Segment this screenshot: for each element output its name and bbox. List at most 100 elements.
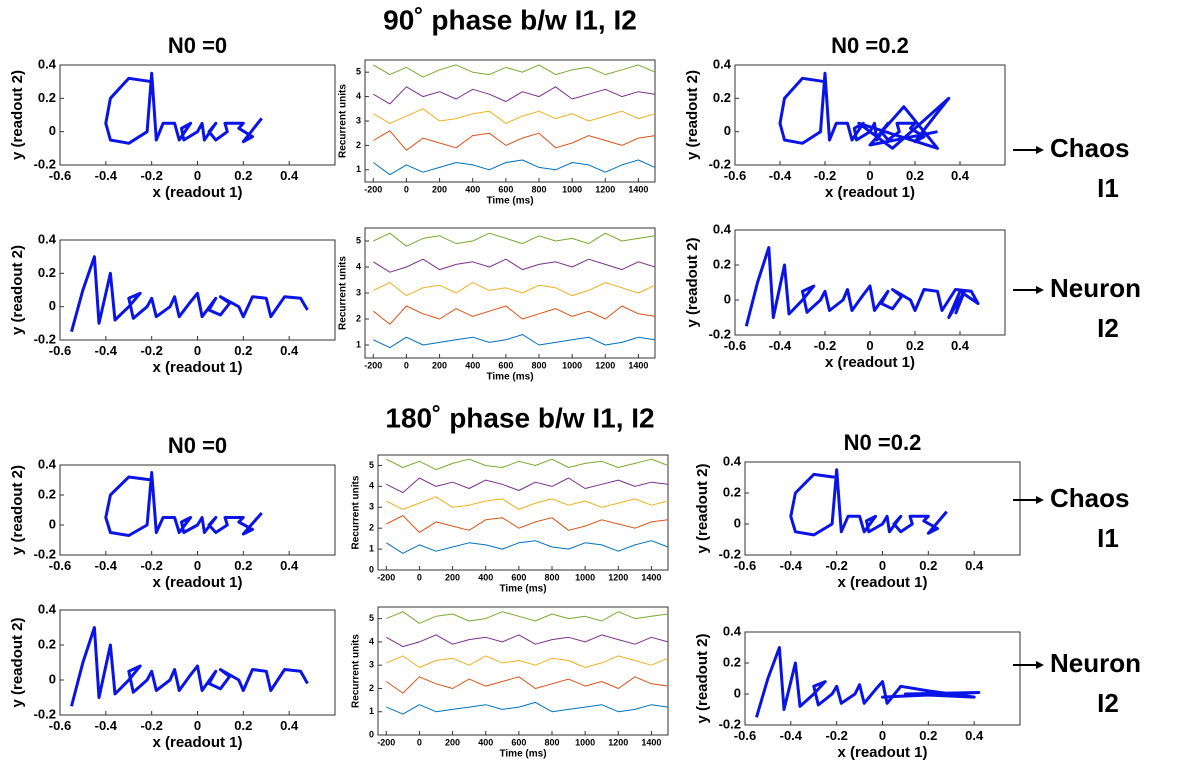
panel-title: N0 =0 bbox=[168, 33, 227, 58]
x-tick-label: 0.2 bbox=[234, 343, 252, 358]
x-tick-label: 1200 bbox=[608, 737, 628, 747]
data-line bbox=[386, 477, 669, 494]
y-tick-label: 0.2 bbox=[713, 256, 731, 271]
y-tick-label: 0.4 bbox=[38, 56, 57, 71]
x-tick-label: 0.2 bbox=[234, 718, 252, 733]
y-tick-label: 0 bbox=[724, 291, 731, 306]
x-tick-label: 1000 bbox=[575, 572, 595, 582]
x-tick-label: -0.4 bbox=[95, 343, 118, 358]
data-line bbox=[744, 246, 980, 327]
x-tick-label: 0.4 bbox=[280, 558, 299, 573]
y-tick-label: 1 bbox=[369, 543, 374, 553]
y-tick-label: 0 bbox=[724, 123, 731, 138]
y-tick-label: 3 bbox=[356, 115, 361, 125]
y-axis-label: y (readout 2) bbox=[9, 70, 26, 160]
y-tick-label: 0.2 bbox=[38, 90, 56, 105]
y-tick-label: 5 bbox=[369, 613, 374, 623]
y-tick-label: 3 bbox=[369, 660, 374, 670]
y-tick-label: 4 bbox=[356, 261, 361, 271]
x-tick-label: 0.2 bbox=[919, 558, 937, 573]
data-line bbox=[104, 71, 263, 145]
x-tick-label: -0.4 bbox=[769, 338, 792, 353]
y-tick-label: -0.2 bbox=[34, 331, 56, 346]
y-tick-label: -0.2 bbox=[34, 546, 56, 561]
plot-frame bbox=[734, 229, 1006, 336]
x-tick-label: 200 bbox=[432, 184, 447, 194]
y-tick-label: 5 bbox=[369, 460, 374, 470]
plot-frame bbox=[59, 609, 336, 716]
arrow-head bbox=[1036, 146, 1044, 154]
y-tick-label: 1 bbox=[369, 706, 374, 716]
y-tick-label: 0.2 bbox=[723, 484, 741, 499]
y-tick-label: 0 bbox=[49, 123, 56, 138]
y-tick-label: -0.2 bbox=[709, 326, 731, 341]
x-tick-label: -0.6 bbox=[49, 343, 71, 358]
x-tick-label: -0.4 bbox=[95, 718, 118, 733]
y-tick-label: 0 bbox=[369, 564, 374, 574]
side-label: Neuron bbox=[1050, 273, 1141, 303]
side-input: I2 bbox=[1097, 313, 1119, 343]
plot-frame bbox=[377, 606, 669, 736]
data-line bbox=[373, 130, 656, 151]
x-axis-label: x (readout 1) bbox=[837, 744, 927, 761]
x-tick-label: -0.6 bbox=[734, 728, 756, 743]
x-tick-label: 800 bbox=[531, 184, 546, 194]
y-tick-label: 0.4 bbox=[713, 221, 732, 236]
x-tick-label: 0 bbox=[879, 558, 886, 573]
y-tick-label: 2 bbox=[356, 140, 361, 150]
side-input: I1 bbox=[1097, 173, 1119, 203]
data-line bbox=[373, 334, 656, 349]
y-tick-label: 0.4 bbox=[713, 56, 732, 71]
x-tick-label: 0.4 bbox=[965, 728, 984, 743]
x-tick-label: 0.2 bbox=[919, 728, 937, 743]
data-line bbox=[70, 626, 309, 707]
x-tick-label: -0.4 bbox=[95, 558, 118, 573]
y-tick-label: 0.2 bbox=[38, 265, 56, 280]
data-line bbox=[70, 255, 309, 333]
data-line bbox=[104, 471, 263, 537]
x-tick-label: 0.4 bbox=[280, 168, 299, 183]
y-tick-label: 0.4 bbox=[38, 456, 57, 471]
x-tick-label: 0.4 bbox=[951, 338, 970, 353]
x-tick-label: 0 bbox=[866, 168, 873, 183]
y-tick-label: -0.2 bbox=[719, 546, 741, 561]
x-tick-label: 0 bbox=[866, 338, 873, 353]
x-tick-label: 800 bbox=[544, 572, 559, 582]
x-tick-label: 0.2 bbox=[234, 558, 252, 573]
y-tick-label: -0.2 bbox=[719, 716, 741, 731]
x-tick-label: 0.4 bbox=[951, 168, 970, 183]
x-tick-label: -0.2 bbox=[140, 718, 162, 733]
x-tick-label: -0.4 bbox=[780, 728, 803, 743]
x-axis-label: x (readout 1) bbox=[152, 734, 242, 751]
section-title: 90˚ phase b/w I1, I2 bbox=[383, 4, 637, 35]
x-tick-label: 0 bbox=[417, 737, 422, 747]
y-axis-label: y (readout 2) bbox=[9, 617, 26, 707]
y-tick-label: 0.2 bbox=[38, 636, 56, 651]
x-tick-label: -0.6 bbox=[49, 558, 71, 573]
x-axis-label: Time (ms) bbox=[486, 196, 533, 207]
y-tick-label: 2 bbox=[369, 683, 374, 693]
y-tick-label: 0 bbox=[369, 729, 374, 739]
y-tick-label: 2 bbox=[369, 523, 374, 533]
x-tick-label: 0 bbox=[194, 558, 201, 573]
plot-frame bbox=[744, 461, 1021, 556]
y-tick-label: 3 bbox=[356, 287, 361, 297]
y-tick-label: 0 bbox=[49, 298, 56, 313]
x-axis-label: x (readout 1) bbox=[825, 184, 915, 201]
y-axis-label: Recurrent units bbox=[351, 475, 362, 549]
x-tick-label: -200 bbox=[364, 184, 382, 194]
y-tick-label: 0 bbox=[49, 516, 56, 531]
side-label: Chaos bbox=[1050, 483, 1129, 513]
side-label: Neuron bbox=[1050, 648, 1141, 678]
data-line bbox=[386, 496, 669, 510]
y-tick-label: 5 bbox=[356, 67, 361, 77]
plot-frame bbox=[59, 64, 336, 166]
x-tick-label: 1400 bbox=[628, 360, 648, 370]
x-axis-label: Time (ms) bbox=[486, 372, 533, 383]
x-tick-label: -0.6 bbox=[724, 168, 746, 183]
data-line bbox=[386, 611, 669, 624]
data-line bbox=[386, 515, 669, 533]
x-tick-label: 200 bbox=[445, 737, 460, 747]
data-line bbox=[373, 86, 656, 105]
